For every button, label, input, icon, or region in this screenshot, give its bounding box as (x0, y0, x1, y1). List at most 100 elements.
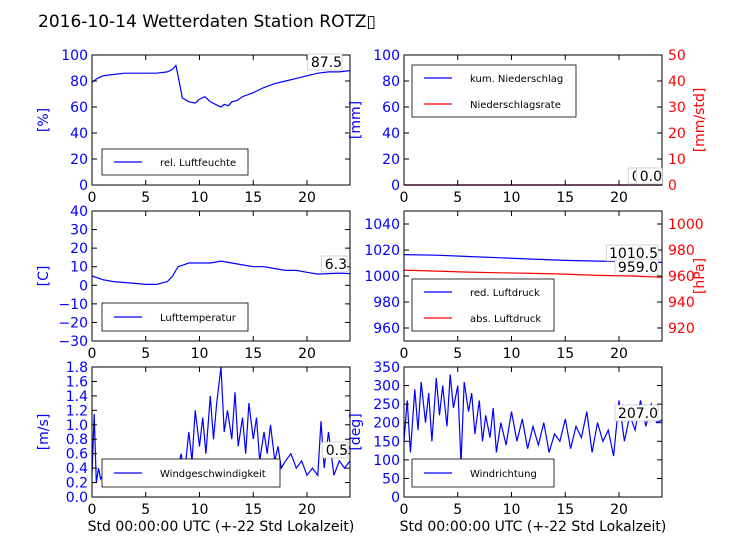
y-tick-label-wind-2: 0.4 (66, 461, 88, 477)
annotation-winddir-0: 207.0 (618, 406, 658, 422)
y-right-tick-label-precip-0: 0 (668, 178, 677, 194)
y-tick-label-wind-5: 1.0 (66, 418, 88, 434)
y-tick-label-wind-8: 1.6 (66, 374, 88, 390)
y-axis-label-winddir: [deg] (348, 413, 364, 450)
annotation-box-pressure-1 (614, 258, 659, 276)
y-tick-label-precip-4: 80 (382, 74, 400, 90)
annotation-box-temperature-0 (320, 255, 348, 273)
legend-box-pressure (411, 278, 555, 332)
y-tick-label-precip-5: 100 (373, 48, 400, 64)
y-axis-label-humidity: [%] (36, 108, 52, 132)
x-tick-label-wind-0: 0 (88, 502, 97, 518)
x-tick-label-humidity-3: 15 (244, 190, 262, 206)
series-line-pressure-1 (403, 269, 663, 278)
annotation-wind-0: 0.5 (326, 443, 348, 459)
panel-precip: 0 5 10 15 20 0 20 40 60 80 100 0 10 20 30 40 50 [mm] [mm/s… (348, 48, 708, 206)
x-tick-label-temperature-4: 20 (298, 346, 316, 362)
annotation-humidity-0: 87.5 (311, 55, 342, 71)
y-tick-label-pressure-1: 980 (373, 295, 400, 311)
x-tick-label-winddir-1: 5 (453, 502, 462, 518)
y-tick-label-precip-2: 40 (382, 126, 400, 142)
y-tick-label-temperature-5: 20 (70, 241, 88, 257)
figure-title: 2016-10-14 Wetterdaten Station ROTZ▯ (38, 12, 376, 32)
annotation-box-precip-1 (635, 167, 663, 185)
plot-frame-temperature (91, 210, 351, 342)
y-tick-label-winddir-4: 200 (373, 416, 400, 432)
y-tick-label-pressure-0: 960 (373, 321, 400, 337)
x-tick-label-wind-4: 20 (298, 502, 316, 518)
y-tick-label-winddir-2: 100 (373, 453, 400, 469)
legend-pressure: red. Luftdruck abs. Luftdruck (411, 278, 555, 332)
y-tick-label-temperature-1: −20 (58, 315, 88, 331)
legend-label-precip-0: kum. Niederschlag (470, 74, 563, 85)
legend-label-temperature-0: Lufttemperatur (160, 313, 237, 324)
y-tick-label-precip-3: 60 (382, 100, 400, 116)
y-right-tick-label-precip-5: 50 (668, 48, 686, 64)
y-tick-label-precip-1: 20 (382, 152, 400, 168)
x-tick-label-precip-3: 15 (556, 190, 574, 206)
annotation-box-wind-0 (321, 441, 349, 459)
x-tick-label-temperature-1: 5 (141, 346, 150, 362)
y-right-tick-label-pressure-3: 980 (668, 243, 695, 259)
y-tick-label-temperature-4: 10 (70, 260, 88, 276)
y-tick-label-wind-1: 0.2 (66, 476, 88, 492)
x-axis-label-left: Std 00:00:00 UTC (+-22 Std Lokalzeit) (88, 519, 355, 535)
panel-pressure: 0 5 10 15 20 960 980 1000 1020 1040 920 940 960 980 10… (364, 210, 708, 362)
y-tick-label-winddir-0: 0 (391, 490, 400, 506)
y-tick-label-winddir-3: 150 (373, 434, 400, 450)
x-tick-label-wind-1: 5 (141, 502, 150, 518)
panel-winddir: 0 5 10 15 20050100150200250300350[deg]Windri… (348, 360, 663, 518)
y-right-tick-label-precip-2: 20 (668, 126, 686, 142)
y-tick-label-winddir-6: 300 (373, 379, 400, 395)
y-tick-label-precip-0: 0 (391, 178, 400, 194)
y-tick-label-humidity-2: 40 (70, 126, 88, 142)
legend-humidity: rel. Luftfeuchte (101, 148, 249, 176)
y-tick-label-winddir-5: 250 (373, 397, 400, 413)
legend-temperature: Lufttemperatur (101, 302, 249, 332)
legend-label-winddir-0: Windrichtung (470, 469, 537, 480)
annotation-box-humidity-0 (307, 53, 343, 71)
y-axis-label-wind: [m/s] (36, 414, 52, 451)
x-tick-label-winddir-4: 20 (610, 502, 628, 518)
y-tick-label-temperature-7: 40 (70, 204, 88, 220)
x-tick-label-pressure-3: 15 (556, 346, 574, 362)
series-line-temperature-0 (91, 260, 351, 285)
legend-box-precip (411, 64, 577, 118)
y-right-tick-label-pressure-4: 1000 (668, 217, 704, 233)
legend-label-wind-0: Windgeschwindigkeit (160, 469, 266, 480)
legend-label-pressure-0: red. Luftdruck (470, 288, 540, 299)
x-tick-label-humidity-0: 0 (88, 190, 97, 206)
y-axis-label-precip: [mm] (348, 101, 364, 139)
y-tick-label-pressure-2: 1000 (364, 269, 400, 285)
x-axis-label-right: Std 00:00:00 UTC (+-22 Std Lokalzeit) (400, 519, 667, 535)
x-tick-label-temperature-0: 0 (88, 346, 97, 362)
y-right-tick-label-precip-3: 30 (668, 100, 686, 116)
y-tick-label-wind-3: 0.6 (66, 447, 88, 463)
x-tick-label-pressure-1: 5 (453, 346, 462, 362)
annotation-pressure-0: 1010.5 (609, 246, 658, 262)
y-tick-label-temperature-2: −10 (58, 297, 88, 313)
x-tick-label-pressure-4: 20 (610, 346, 628, 362)
x-tick-label-precip-4: 20 (610, 190, 628, 206)
x-tick-label-humidity-4: 20 (298, 190, 316, 206)
y-tick-label-pressure-4: 1040 (364, 217, 400, 233)
legend-winddir: Windrichtung (411, 458, 555, 488)
annotation-precip-1: 0.0 (640, 169, 662, 185)
y-tick-label-wind-9: 1.8 (66, 360, 88, 376)
y-tick-label-wind-4: 0.8 (66, 432, 88, 448)
panel-wind: 0 5 10 15 20 0.00.20.40.60.81.01.21.41.61.8 [m… (36, 360, 351, 518)
y-tick-label-winddir-1: 50 (382, 471, 400, 487)
y-tick-label-wind-7: 1.4 (66, 389, 88, 405)
annotation-pressure-1: 959.0 (618, 260, 658, 276)
plot-frame-winddir (403, 366, 663, 498)
x-tick-label-temperature-3: 15 (244, 346, 262, 362)
y-right-tick-label-precip-1: 10 (668, 152, 686, 168)
y-tick-label-temperature-6: 30 (70, 223, 88, 239)
x-tick-label-pressure-0: 0 (400, 346, 409, 362)
x-tick-label-precip-2: 10 (503, 190, 521, 206)
panel-temperature: 0 5 10 15 20 −30 −20 −10 0 10 20 30 40 [C] Lufttempera… (36, 204, 351, 362)
y-tick-label-pressure-3: 1020 (364, 243, 400, 259)
x-tick-label-wind-3: 15 (244, 502, 262, 518)
plot-frame-humidity (91, 54, 351, 186)
